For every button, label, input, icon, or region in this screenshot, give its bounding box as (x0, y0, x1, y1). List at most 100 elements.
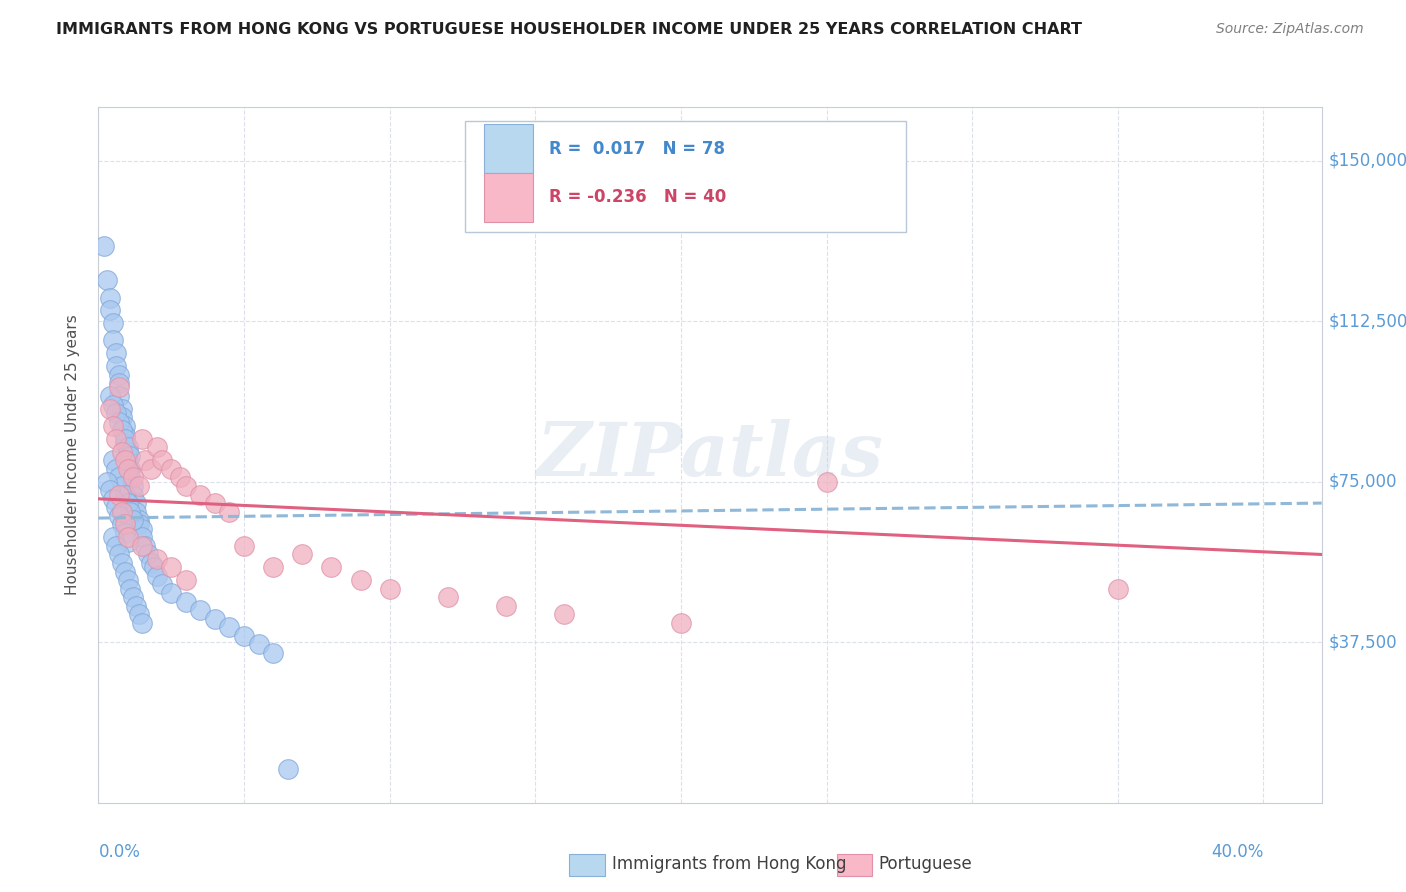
Point (321, 560, 343, 574)
Point (553, 607, 575, 622)
Text: 0.0%: 0.0% (98, 843, 141, 861)
Point (188, 603, 212, 617)
Point (174, 594, 197, 608)
Point (233, 539, 256, 553)
Text: ZIPatlas: ZIPatlas (537, 418, 883, 491)
Point (111, 410, 134, 425)
Point (122, 470, 145, 484)
Point (218, 620, 240, 634)
Point (114, 453, 136, 467)
Point (169, 470, 191, 484)
Point (134, 539, 156, 553)
Point (98, 303, 121, 318)
Point (120, 505, 142, 519)
Point (160, 586, 183, 600)
Point (114, 526, 136, 541)
Point (233, 629, 256, 643)
Point (111, 517, 134, 532)
Point (131, 539, 153, 553)
Point (139, 462, 162, 476)
Point (152, 577, 174, 591)
Point (128, 513, 150, 527)
Point (101, 419, 124, 434)
Point (108, 380, 131, 394)
Point (160, 560, 183, 574)
Point (291, 548, 314, 562)
Point (669, 615, 692, 630)
Point (101, 316, 124, 330)
Text: $37,500: $37,500 (1329, 633, 1398, 651)
Point (111, 423, 134, 437)
Point (128, 479, 150, 493)
Point (188, 487, 212, 501)
Text: R = -0.236   N = 40: R = -0.236 N = 40 (548, 188, 725, 206)
Point (104, 359, 127, 373)
Point (104, 500, 127, 515)
Point (101, 491, 124, 506)
Point (98, 389, 121, 403)
FancyBboxPatch shape (465, 121, 905, 232)
Point (128, 607, 150, 622)
Point (96, 273, 118, 287)
Point (134, 453, 156, 467)
Text: IMMIGRANTS FROM HONG KONG VS PORTUGUESE HOUSEHOLDER INCOME UNDER 25 YEARS CORREL: IMMIGRANTS FROM HONG KONG VS PORTUGUESE … (56, 22, 1083, 37)
Text: Immigrants from Hong Kong: Immigrants from Hong Kong (612, 855, 846, 873)
Point (104, 406, 127, 420)
Point (117, 453, 139, 467)
Point (120, 449, 142, 463)
Text: 40.0%: 40.0% (1211, 843, 1264, 861)
Text: $75,000: $75,000 (1329, 473, 1398, 491)
Point (125, 599, 148, 613)
Point (108, 368, 131, 382)
Point (145, 551, 167, 566)
Point (101, 530, 124, 544)
Text: Portuguese: Portuguese (879, 855, 973, 873)
Point (378, 582, 401, 596)
Point (101, 398, 124, 412)
Point (101, 453, 124, 467)
Point (117, 462, 139, 476)
Point (122, 591, 145, 605)
Point (104, 462, 127, 476)
Point (111, 479, 134, 493)
Point (111, 444, 134, 458)
Point (145, 441, 167, 455)
Point (122, 513, 145, 527)
Point (104, 539, 127, 553)
Point (114, 436, 136, 450)
Point (815, 475, 838, 489)
Point (98, 291, 121, 305)
Point (117, 496, 139, 510)
Y-axis label: Householder Income Under 25 years: Householder Income Under 25 years (65, 315, 80, 595)
Point (117, 441, 139, 455)
Point (111, 556, 134, 570)
Point (98, 401, 121, 416)
Point (117, 530, 139, 544)
Point (93, 239, 115, 253)
Point (108, 548, 131, 562)
Point (218, 505, 240, 519)
Point (104, 432, 127, 446)
Point (120, 462, 142, 476)
Point (437, 591, 460, 605)
Point (114, 517, 136, 532)
Point (174, 573, 197, 587)
Point (122, 487, 145, 501)
Point (1107, 582, 1129, 596)
Point (104, 346, 127, 360)
Point (131, 530, 153, 544)
Point (111, 401, 134, 416)
Text: R =  0.017   N = 78: R = 0.017 N = 78 (548, 140, 724, 158)
Point (125, 505, 148, 519)
Point (114, 565, 136, 579)
Point (108, 508, 131, 523)
Point (131, 432, 153, 446)
Point (204, 496, 226, 510)
Point (136, 548, 159, 562)
Point (495, 599, 517, 613)
Point (277, 762, 299, 776)
Point (108, 376, 131, 391)
Point (247, 637, 270, 651)
Point (114, 427, 136, 442)
Point (122, 479, 145, 493)
